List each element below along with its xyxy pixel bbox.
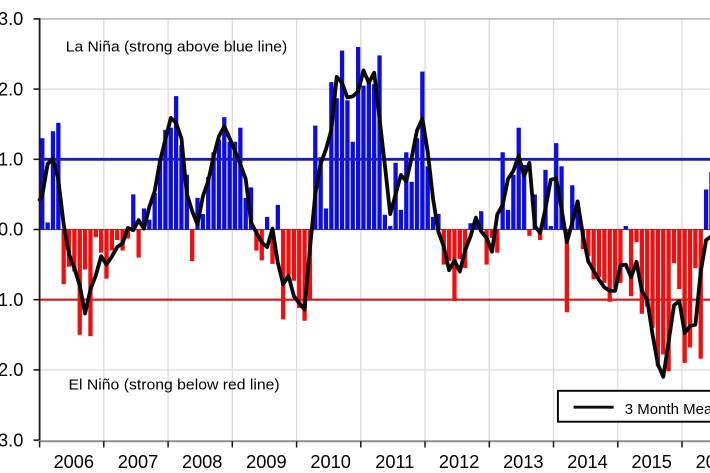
svg-text:3 Month Mean: 3 Month Mean	[625, 401, 710, 418]
svg-text:-3.0: -3.0	[0, 430, 23, 450]
svg-text:2015: 2015	[631, 452, 671, 472]
svg-text:-1.0: -1.0	[0, 290, 23, 310]
svg-text:0.0: 0.0	[0, 220, 23, 240]
svg-text:El Niño (strong below red line: El Niño (strong below red line)	[69, 376, 280, 393]
svg-text:1.0: 1.0	[0, 150, 23, 170]
svg-text:2010: 2010	[310, 452, 350, 472]
svg-text:2.0: 2.0	[0, 79, 23, 99]
svg-text:La Niña (strong above blue lin: La Niña (strong above blue line)	[66, 39, 287, 56]
svg-text:2014: 2014	[567, 452, 607, 472]
svg-text:2009: 2009	[246, 452, 286, 472]
svg-text:2012: 2012	[439, 452, 479, 472]
svg-text:2011: 2011	[375, 452, 414, 472]
svg-text:2008: 2008	[182, 452, 222, 472]
svg-text:-2.0: -2.0	[0, 360, 23, 380]
svg-text:2016: 2016	[696, 452, 710, 472]
svg-text:2013: 2013	[503, 452, 543, 472]
svg-text:2007: 2007	[118, 452, 158, 472]
svg-text:3.0: 3.0	[0, 9, 23, 29]
svg-text:2006: 2006	[54, 452, 94, 472]
